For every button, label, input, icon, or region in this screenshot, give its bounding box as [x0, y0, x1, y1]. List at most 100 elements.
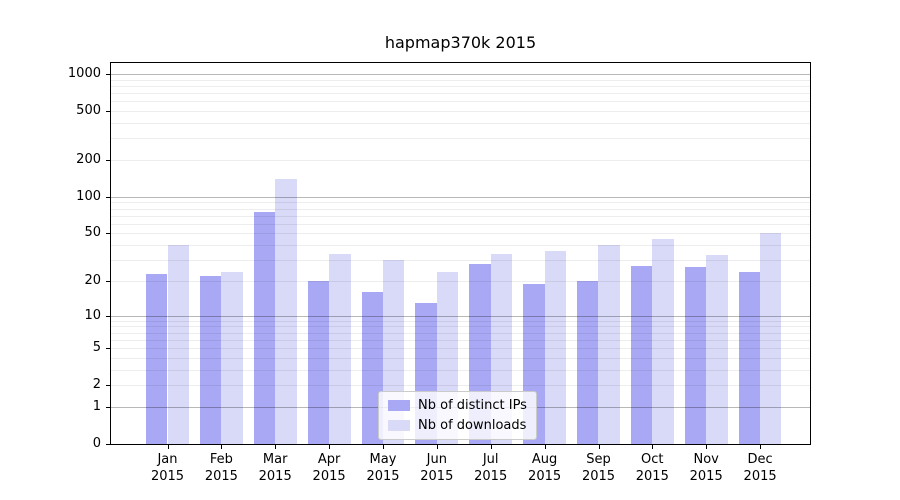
gridline-y-70: [111, 215, 810, 217]
x-tick-month: Nov: [693, 452, 719, 467]
x-tick-month: Oct: [641, 452, 664, 467]
y-tick-10: [106, 315, 110, 317]
x-tick-label-aug: Aug 2015: [515, 451, 575, 485]
x-tick-label-may: May 2015: [353, 451, 413, 485]
gridline-y-1000: [111, 73, 810, 75]
x-tick-year: 2015: [366, 469, 400, 484]
x-tick-month: Jun: [426, 452, 447, 467]
x-tick-label-jul: Jul 2015: [461, 451, 521, 485]
x-tick-label-jun: Jun 2015: [407, 451, 467, 485]
bar-nb-of-downloads-dec: [760, 233, 782, 444]
x-tick-sep: [598, 445, 600, 449]
x-tick-label-jan: Jan 2015: [138, 451, 198, 485]
x-tick-month: Mar: [262, 452, 288, 467]
gridline-y-700: [111, 92, 810, 94]
y-tick-label-5: 5: [92, 340, 101, 355]
x-tick-year: 2015: [150, 469, 185, 484]
x-tick-apr: [329, 445, 331, 449]
bar-nb-of-distinct-ips-apr: [307, 280, 330, 444]
legend: Nb of distinct IPs Nb of downloads: [378, 391, 537, 440]
legend-swatch-distinct-ips: [388, 400, 410, 411]
x-tick-year: 2015: [474, 469, 508, 484]
bar-nb-of-downloads-oct: [652, 238, 674, 444]
y-tick-500: [106, 110, 110, 112]
bar-nb-of-distinct-ips-dec: [738, 271, 761, 444]
gridline-y-100: [111, 196, 810, 198]
x-tick-month: Sep: [586, 452, 611, 467]
bar-nb-of-downloads-nov: [706, 255, 728, 444]
gridline-y-500: [111, 110, 810, 112]
x-tick-year: 2015: [528, 469, 562, 484]
x-tick-feb: [221, 445, 223, 449]
bar-nb-of-distinct-ips-feb: [199, 276, 222, 444]
gridline-y-200: [111, 159, 810, 161]
bar-nb-of-downloads-aug: [544, 250, 566, 444]
x-tick-label-apr: Apr 2015: [299, 451, 359, 485]
bar-nb-of-distinct-ips-may: [361, 292, 383, 444]
y-tick-label-0: 0: [92, 436, 101, 451]
gridline-y-30: [111, 260, 810, 261]
bar-nb-of-distinct-ips-nov: [684, 267, 707, 444]
bar-nb-of-distinct-ips-jan: [146, 273, 168, 444]
x-tick-year: 2015: [635, 469, 669, 484]
bar-nb-of-downloads-mar: [275, 178, 297, 444]
legend-label-downloads: Nb of downloads: [418, 418, 527, 433]
x-tick-jan: [167, 445, 169, 449]
x-tick-aug: [544, 445, 546, 449]
x-tick-label-nov: Nov 2015: [676, 451, 736, 485]
x-tick-year: 2015: [743, 469, 777, 484]
y-tick-label-2: 2: [92, 377, 101, 393]
x-tick-nov: [706, 445, 708, 449]
gridline-y-90: [111, 202, 810, 204]
gridline-y-50: [111, 233, 810, 235]
x-tick-label-dec: Dec 2015: [730, 451, 790, 485]
y-tick-label-50: 50: [84, 225, 101, 241]
x-tick-year: 2015: [312, 469, 346, 484]
y-tick-label-100: 100: [76, 188, 101, 204]
gridline-y-80: [111, 208, 810, 210]
y-tick-20: [106, 280, 110, 282]
gridline-y-400: [111, 122, 810, 124]
legend-item-distinct-ips: Nb of distinct IPs: [388, 398, 527, 413]
x-tick-month: Feb: [209, 452, 233, 467]
x-tick-month: Aug: [531, 452, 558, 467]
y-tick-100: [106, 196, 110, 198]
x-tick-dec: [760, 445, 762, 449]
x-tick-oct: [652, 445, 654, 449]
y-tick-label-200: 200: [76, 151, 101, 167]
x-tick-mar: [275, 445, 277, 449]
bar-nb-of-downloads-sep: [598, 245, 620, 444]
gridline-y-40: [111, 245, 810, 246]
x-tick-month: Dec: [747, 452, 773, 467]
x-tick-label-sep: Sep 2015: [569, 451, 629, 485]
y-tick-5: [106, 348, 110, 349]
y-tick-label-20: 20: [84, 272, 101, 288]
x-tick-year: 2015: [420, 469, 454, 484]
gridline-y-600: [111, 101, 810, 103]
gridline-y-800: [111, 85, 810, 87]
bar-nb-of-distinct-ips-sep: [577, 280, 599, 444]
x-tick-jul: [490, 445, 492, 449]
bar-nb-of-distinct-ips-mar: [253, 212, 276, 444]
x-tick-month: Jul: [482, 452, 499, 467]
gridline-y-900: [111, 79, 810, 81]
x-tick-year: 2015: [581, 469, 616, 484]
bar-nb-of-downloads-apr: [329, 253, 351, 444]
x-tick-label-feb: Feb 2015: [191, 451, 251, 485]
x-tick-year: 2015: [258, 469, 292, 484]
plot-area: Nb of distinct IPs Nb of downloads: [110, 62, 811, 445]
x-tick-month: Jan: [157, 452, 178, 467]
y-tick-50: [106, 233, 110, 235]
chart-title: hapmap370k 2015: [384, 33, 537, 52]
x-tick-label-mar: Mar 2015: [245, 451, 305, 485]
y-tick-label-1: 1: [92, 398, 101, 414]
legend-swatch-downloads: [388, 420, 410, 431]
x-tick-year: 2015: [204, 469, 238, 484]
x-tick-may: [383, 445, 384, 449]
bar-nb-of-downloads-feb: [221, 271, 243, 444]
x-tick-jun: [436, 445, 438, 449]
y-tick-label-1000: 1000: [67, 65, 101, 81]
x-tick-label-oct: Oct 2015: [622, 451, 682, 485]
y-tick-label-500: 500: [76, 102, 101, 118]
